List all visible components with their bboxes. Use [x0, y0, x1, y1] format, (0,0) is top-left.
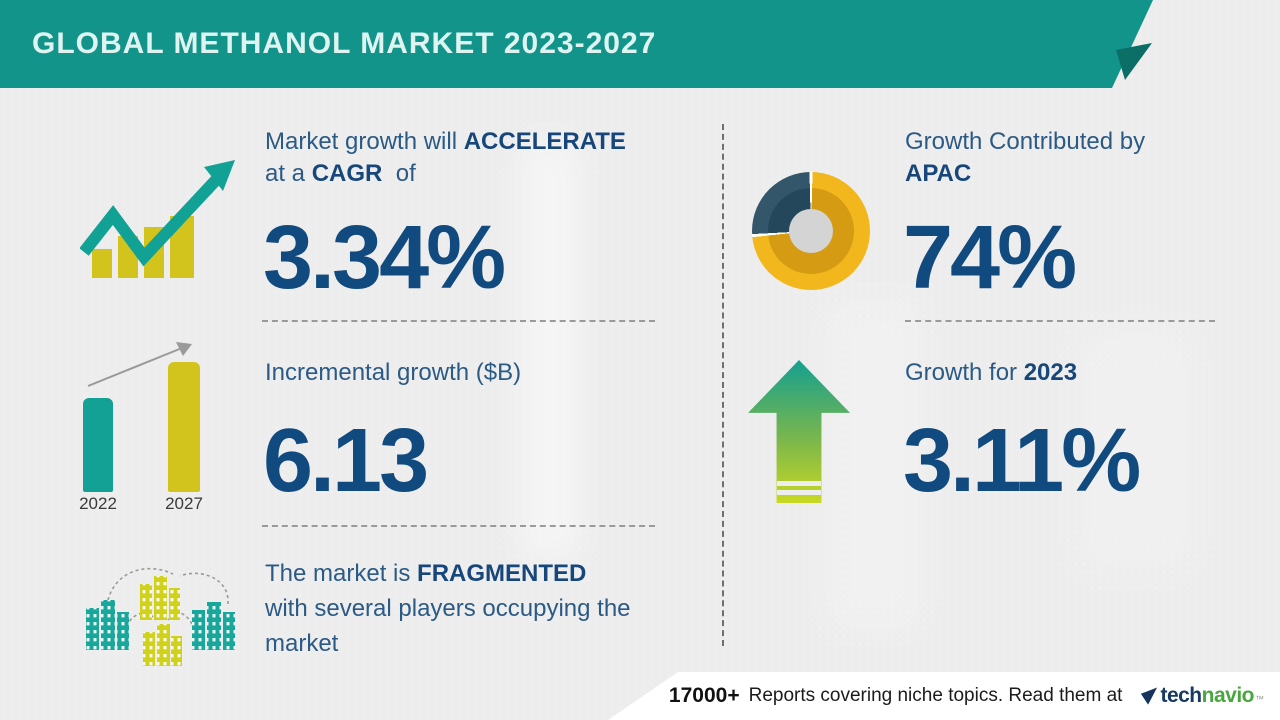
- footer-bar: 17000+ Reports covering niche topics. Re…: [608, 672, 1280, 720]
- donut-chart-icon: [752, 172, 870, 290]
- bar-comparison-icon: 2022 2027: [76, 336, 216, 521]
- technavio-logo-navio: navio: [1201, 684, 1255, 707]
- incremental-growth-label: Incremental growth ($B): [265, 359, 522, 386]
- divider-dashed: [262, 320, 655, 322]
- trademark-symbol: ™: [1255, 694, 1264, 704]
- divider-dashed: [905, 320, 1215, 322]
- incremental-growth-value: 6.13: [263, 411, 429, 511]
- apac-label: Growth Contributed by APAC: [905, 128, 1146, 187]
- arrow-stripe: [776, 481, 822, 486]
- bar-year-left: 2022: [79, 494, 117, 513]
- technavio-logo-tech: tech: [1160, 684, 1202, 707]
- technavio-logo[interactable]: tech navio ™: [1140, 684, 1264, 708]
- cagr-value: 3.34%: [263, 208, 506, 308]
- bar-2022: [83, 398, 113, 492]
- apac-value: 74%: [903, 208, 1077, 308]
- trend-arrow-icon: [87, 342, 192, 387]
- footer-message: Reports covering niche topics. Read them…: [748, 685, 1123, 706]
- market-structure-label: The market is FRAGMENTED with several pl…: [265, 560, 631, 657]
- up-arrow-icon: [748, 360, 850, 503]
- donut-center: [789, 209, 833, 253]
- divider-dashed: [262, 525, 655, 527]
- yoy-growth-label: Growth for 2023: [905, 359, 1078, 386]
- header-banner: GLOBAL METHANOL MARKET 2023-2027: [0, 0, 1153, 88]
- divider-dashed-vertical: [722, 124, 724, 646]
- background-shape: [520, 140, 580, 560]
- technavio-logo-icon: [1141, 687, 1158, 705]
- reports-count: 17000+: [668, 684, 740, 707]
- fragmented-market-icon: [86, 567, 235, 666]
- yoy-growth-value: 3.11%: [903, 411, 1141, 511]
- cagr-label: Market growth will ACCELERATE at a CAGR …: [265, 128, 626, 187]
- arrow-stripe: [776, 490, 822, 495]
- page-title: GLOBAL METHANOL MARKET 2023-2027: [32, 27, 657, 60]
- growth-trend-icon: [80, 160, 235, 278]
- bar-year-right: 2027: [165, 494, 203, 513]
- banner-fold-icon: [1116, 43, 1152, 80]
- bar-2027: [168, 362, 200, 492]
